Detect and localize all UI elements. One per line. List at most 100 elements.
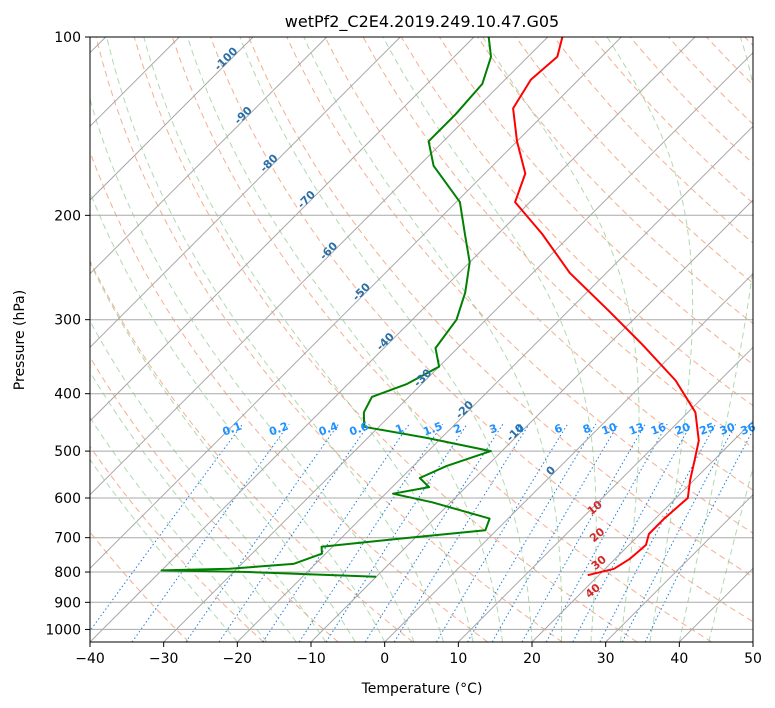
dry-adiabat — [668, 37, 753, 125]
isotherm — [384, 272, 753, 642]
dry-adiabat — [553, 37, 753, 244]
moist-adiabat — [90, 320, 327, 642]
isotherm — [752, 641, 753, 642]
isotherm — [310, 199, 753, 642]
mixing-ratio-line — [621, 423, 737, 642]
isotherm — [90, 37, 696, 642]
mixing-ratio-line — [521, 423, 646, 642]
y-tick-label: 500 — [54, 444, 81, 460]
mixing-ratio-line — [218, 423, 370, 642]
isotherm — [90, 37, 328, 275]
mixing-ratio-line — [393, 423, 530, 642]
isotherm — [678, 567, 753, 642]
mixing-ratio-line — [262, 423, 410, 642]
dry-adiabat — [324, 37, 753, 491]
moist-adiabat — [708, 465, 753, 642]
y-tick-label: 1000 — [45, 622, 81, 638]
y-tick-label: 700 — [54, 531, 81, 547]
dry-adiabat — [95, 37, 563, 642]
temperature-profile — [512, 37, 700, 577]
isotherm — [90, 37, 475, 422]
mixing-ratio-line — [467, 423, 597, 642]
dry-adiabat — [90, 259, 414, 642]
x-axis-label: Temperature (°C) — [361, 681, 483, 697]
moist-adiabat — [382, 37, 597, 642]
dry-adiabat-label: -20 — [453, 398, 476, 421]
y-axis-ticks: 100 200 300 400 500 600 700 800 900 1000 — [45, 30, 90, 638]
isotherm — [531, 420, 753, 642]
moist-adiabat — [106, 37, 445, 642]
y-tick-label: 300 — [54, 313, 81, 329]
isotherm — [457, 346, 753, 642]
mixing-ratio-line — [572, 423, 692, 642]
mixing-ratio-label: 36 — [739, 420, 758, 438]
moist-adiabat — [90, 190, 386, 642]
background-lines — [90, 37, 753, 642]
mixing-ratio-line — [435, 423, 569, 642]
dry-adiabat — [515, 37, 753, 284]
mixing-ratio-label: 25 — [698, 420, 717, 437]
y-tick-label: 200 — [54, 208, 81, 224]
isotherm — [90, 37, 401, 349]
x-tick-label: 10 — [449, 651, 467, 667]
moist-adiabat — [90, 416, 268, 642]
mixing-ratio-line — [131, 423, 290, 642]
moist-adiabat — [678, 37, 753, 642]
mixing-ratio-label: 1.5 — [421, 420, 444, 439]
dry-adiabat — [286, 37, 753, 534]
dry-adiabat — [591, 37, 753, 204]
mixing-ratio-label: 6 — [553, 422, 565, 437]
moist-adiabat-label: 40 — [583, 581, 603, 601]
dry-adiabat-label: -60 — [317, 239, 340, 262]
dry-adiabat-label: -40 — [374, 330, 397, 353]
mixing-ratio-line — [90, 423, 244, 632]
mixing-ratio-label: 4 — [514, 422, 526, 437]
mixing-ratio-label: 1 — [394, 422, 406, 437]
dry-adiabat — [744, 37, 753, 47]
moist-adiabat-label: 20 — [587, 525, 607, 545]
y-tick-label: 800 — [54, 565, 81, 581]
dry-adiabat — [90, 356, 339, 642]
moist-adiabat — [143, 37, 474, 642]
isotherm — [605, 493, 753, 642]
dry-adiabat — [171, 37, 712, 642]
x-tick-label: 20 — [523, 651, 541, 667]
y-tick-label: 900 — [54, 595, 81, 611]
dry-adiabat-label: -30 — [411, 366, 434, 389]
mixing-ratio-label: 30 — [718, 420, 737, 438]
mixing-ratio-label: 0.4 — [317, 420, 340, 439]
mixing-ratio-label: 0.2 — [267, 420, 290, 439]
x-axis-ticks: −40 −30 −20 −10 0 10 20 30 40 50 — [75, 642, 762, 667]
mixing-ratio-line — [185, 423, 340, 642]
dry-adiabat-label: -50 — [350, 280, 373, 303]
chart-title: wetPf2_C2E4.2019.249.10.47.G05 — [285, 12, 559, 32]
isotherm — [90, 37, 622, 570]
moist-adiabat — [90, 370, 297, 642]
isotherm — [90, 37, 549, 496]
isotherm — [236, 125, 753, 642]
dry-adiabat — [210, 37, 753, 623]
moist-adiabat — [303, 37, 563, 642]
dewpoint-profile — [160, 37, 492, 578]
mixing-ratio-label: 8 — [581, 422, 593, 437]
dry-adiabat — [90, 531, 190, 642]
moist-adiabat — [606, 37, 694, 642]
mixing-ratio-label: 16 — [649, 420, 668, 438]
mixing-ratio-line — [545, 423, 668, 642]
x-tick-label: −30 — [149, 651, 179, 667]
x-tick-label: −10 — [296, 651, 326, 667]
x-tick-label: −20 — [223, 651, 253, 667]
dry-adiabat — [706, 37, 753, 86]
mixing-ratio-label: 10 — [600, 420, 619, 438]
dry-adiabat — [248, 37, 753, 578]
mixing-ratio-label: 2 — [452, 422, 464, 437]
dry-adiabat — [90, 150, 488, 642]
mixing-ratio-label: 3 — [488, 422, 500, 437]
data-series — [160, 37, 700, 578]
y-tick-label: 400 — [54, 387, 81, 403]
y-tick-label: 100 — [54, 30, 81, 46]
moist-adiabat — [90, 458, 238, 642]
x-tick-label: 30 — [597, 651, 615, 667]
